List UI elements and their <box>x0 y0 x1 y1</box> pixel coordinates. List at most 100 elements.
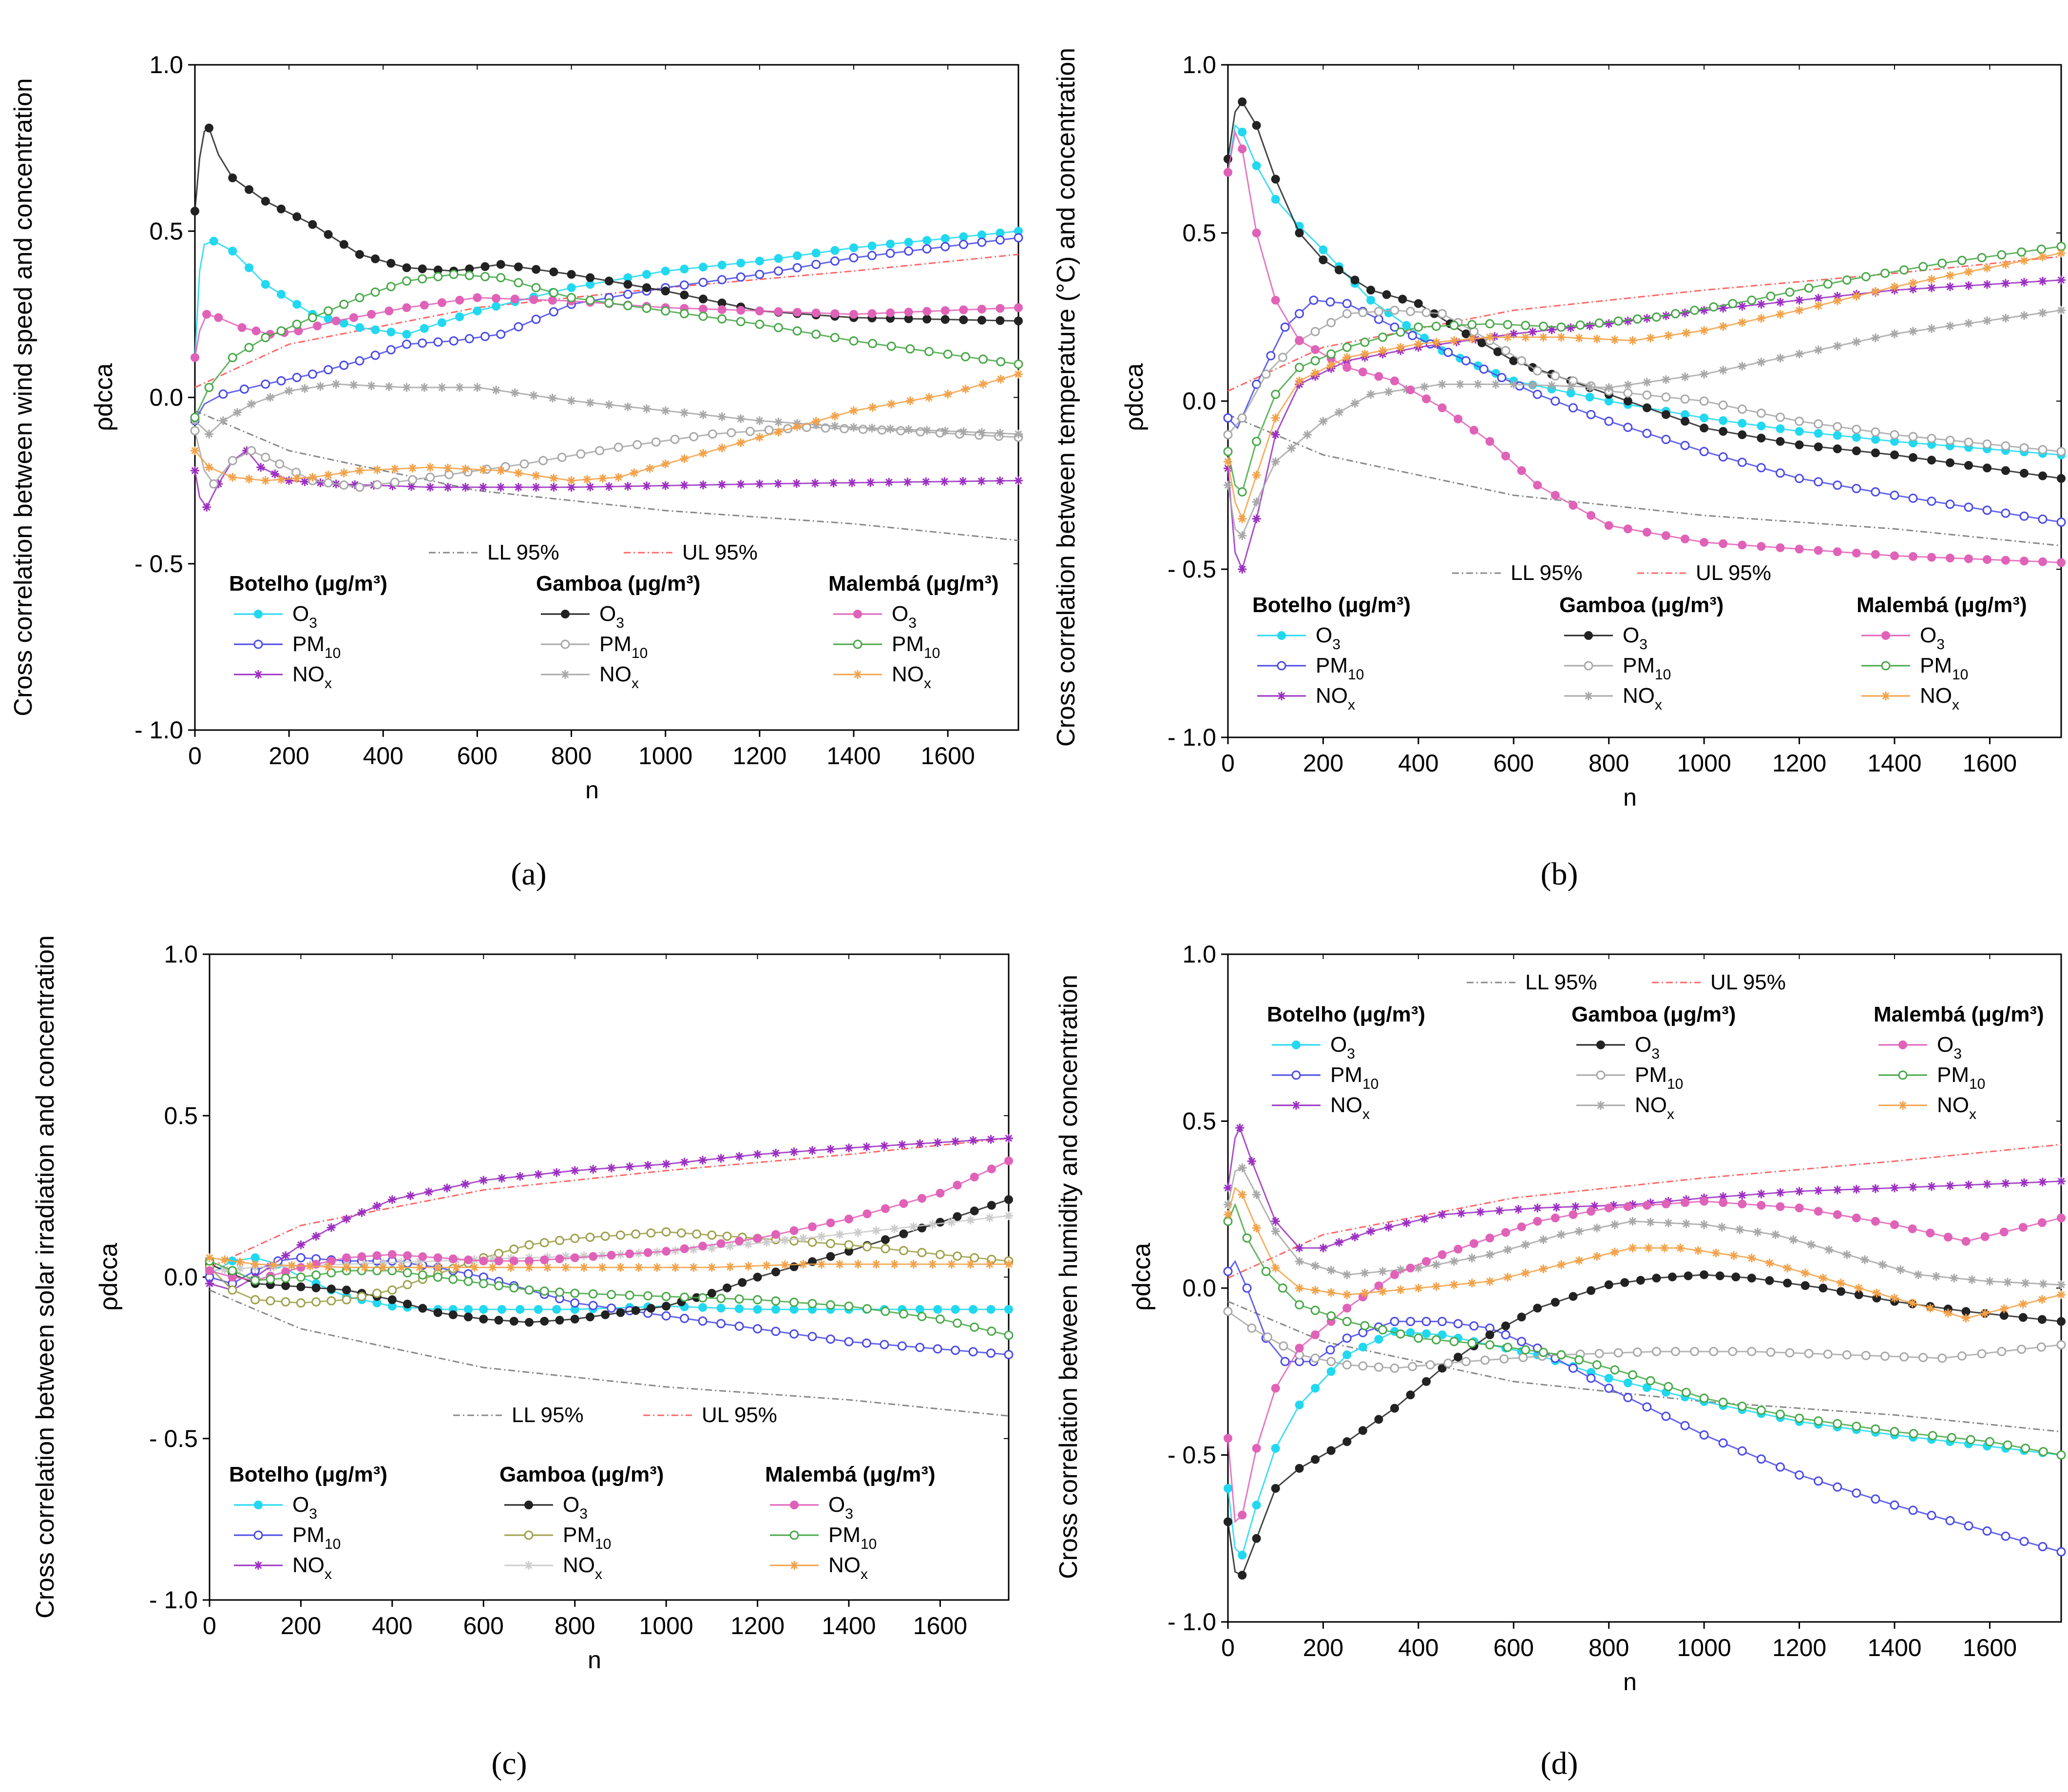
legend-item-label: O3 <box>1635 1033 1660 1062</box>
series-point <box>448 1310 458 1319</box>
y-tick-label: - 0.5 <box>1168 556 1216 583</box>
series-point <box>496 482 505 492</box>
series-point <box>1480 1355 1490 1365</box>
series-point <box>881 1235 890 1244</box>
series-point <box>1871 448 1880 458</box>
series-point <box>311 1270 321 1280</box>
series-point <box>1374 314 1383 324</box>
series-point <box>355 250 364 259</box>
series-point <box>1719 1192 1728 1201</box>
series-line <box>1227 100 2062 480</box>
series-point <box>1852 548 1861 558</box>
series-point <box>1378 1287 1387 1296</box>
series-point <box>917 1194 926 1203</box>
series-point <box>1999 1227 2009 1236</box>
legend-swatch-marker <box>853 639 862 649</box>
series-point <box>1789 1235 1798 1244</box>
series-point <box>1737 1446 1747 1456</box>
x-tick-label: 600 <box>457 742 498 770</box>
series-point <box>463 1276 473 1286</box>
series-point <box>266 393 275 402</box>
series-point <box>604 276 613 286</box>
series-point <box>1437 1330 1447 1339</box>
series-point <box>1585 383 1594 392</box>
series-point <box>1681 308 1690 318</box>
series-point <box>1224 1183 1232 1193</box>
series-point <box>1819 1284 1828 1292</box>
series-point <box>1690 1347 1700 1356</box>
series-point <box>872 1226 881 1235</box>
series-point <box>1908 1224 1917 1233</box>
series-botelho-o3 <box>205 1253 1013 1314</box>
series-point <box>1342 1304 1352 1313</box>
series-point <box>774 427 783 437</box>
series-point <box>1814 1207 1823 1216</box>
x-tick-label: 1600 <box>1963 750 2017 777</box>
series-point <box>281 1273 290 1283</box>
series-point <box>1414 1284 1423 1292</box>
series-point <box>1642 528 1651 537</box>
series-point <box>625 1162 634 1171</box>
series-point <box>1485 319 1494 328</box>
series-point <box>643 1248 652 1257</box>
series-point <box>746 426 755 436</box>
series-point <box>1871 550 1880 559</box>
series-point <box>480 331 490 341</box>
series-point <box>723 1283 732 1292</box>
series-point <box>1731 1272 1741 1282</box>
limit-line-ll95 <box>1227 414 2062 547</box>
series-point <box>1728 1347 1738 1356</box>
x-tick-label: 1200 <box>1772 1634 1826 1661</box>
series-point <box>1604 1373 1613 1383</box>
series-point <box>589 1165 598 1174</box>
series-point <box>331 316 341 326</box>
series-point <box>829 479 838 487</box>
series-point <box>408 463 417 473</box>
series-point <box>202 309 211 319</box>
series-point <box>402 339 412 349</box>
series-point <box>235 1257 245 1267</box>
series-point <box>623 482 632 491</box>
series-point <box>1937 258 1947 268</box>
series-point <box>958 240 968 250</box>
series-point <box>1871 487 1880 497</box>
series-point <box>1533 1203 1542 1213</box>
series-point <box>1771 1230 1780 1239</box>
series-point <box>433 1308 442 1317</box>
series-point <box>1928 1431 1937 1441</box>
series-point <box>2021 1278 2030 1288</box>
series-point <box>1271 430 1280 439</box>
series-point <box>570 1298 580 1308</box>
series-point <box>1852 424 1861 434</box>
series-point <box>372 480 382 490</box>
series-point <box>1238 514 1247 523</box>
series-point <box>514 482 523 492</box>
series-point <box>1681 372 1690 382</box>
x-tick-label: 1000 <box>1677 750 1731 777</box>
series-point <box>209 236 218 246</box>
series-point <box>1814 477 1823 487</box>
series-point <box>1342 309 1352 319</box>
series-point <box>1837 1287 1846 1296</box>
series-point <box>1652 1273 1661 1283</box>
series-point <box>1309 295 1319 305</box>
series-point <box>1646 1376 1655 1386</box>
series-point <box>1680 441 1690 450</box>
series-point <box>557 452 567 462</box>
series-point <box>661 1227 671 1237</box>
legend-item-label: NOx <box>1920 684 1959 713</box>
series-point <box>524 1240 534 1250</box>
series-point <box>924 347 934 356</box>
series-point <box>826 1334 836 1344</box>
series-point <box>1461 1357 1471 1367</box>
series-point <box>1350 275 1360 285</box>
series-point <box>1945 436 1955 445</box>
series-point <box>292 212 302 221</box>
series-point <box>899 1246 908 1255</box>
x-axis-label: n <box>1623 784 1637 811</box>
series-point <box>1004 1195 1013 1204</box>
series-point <box>1557 332 1566 342</box>
series-point <box>736 258 746 268</box>
series-point <box>1814 1416 1823 1426</box>
series-point <box>1700 1220 1709 1229</box>
